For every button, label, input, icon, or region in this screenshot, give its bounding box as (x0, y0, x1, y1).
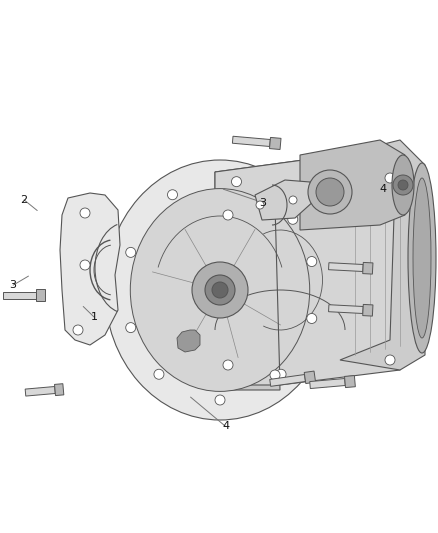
Circle shape (289, 196, 297, 204)
Polygon shape (54, 384, 64, 395)
Circle shape (80, 208, 90, 218)
Polygon shape (340, 140, 425, 370)
Polygon shape (310, 378, 345, 389)
Polygon shape (215, 155, 400, 385)
Circle shape (276, 369, 286, 379)
Polygon shape (345, 376, 355, 387)
Polygon shape (363, 304, 373, 316)
Ellipse shape (413, 178, 431, 338)
Polygon shape (215, 155, 390, 205)
Circle shape (223, 360, 233, 370)
Circle shape (398, 180, 408, 190)
Circle shape (154, 369, 164, 379)
Polygon shape (328, 305, 363, 313)
Polygon shape (328, 263, 363, 271)
Polygon shape (60, 193, 120, 345)
Polygon shape (270, 375, 305, 386)
Circle shape (385, 173, 395, 183)
Circle shape (270, 370, 280, 380)
Text: 4: 4 (222, 422, 229, 431)
Ellipse shape (105, 160, 335, 420)
Circle shape (307, 256, 317, 266)
Circle shape (80, 260, 90, 270)
Circle shape (205, 275, 235, 305)
Text: 1: 1 (91, 312, 98, 322)
Circle shape (288, 214, 298, 224)
Polygon shape (215, 172, 280, 390)
Circle shape (126, 247, 136, 257)
Circle shape (385, 355, 395, 365)
Ellipse shape (408, 163, 436, 353)
Circle shape (223, 210, 233, 220)
Ellipse shape (130, 189, 310, 391)
Text: 2: 2 (21, 195, 28, 205)
Polygon shape (36, 289, 45, 301)
Circle shape (308, 170, 352, 214)
Circle shape (232, 176, 241, 187)
Circle shape (316, 178, 344, 206)
Polygon shape (363, 262, 373, 274)
Circle shape (307, 313, 317, 324)
Circle shape (167, 190, 177, 200)
Polygon shape (300, 140, 405, 230)
Circle shape (212, 282, 228, 298)
Polygon shape (269, 138, 281, 149)
Polygon shape (177, 330, 200, 352)
Ellipse shape (392, 155, 414, 215)
Polygon shape (25, 386, 55, 396)
Circle shape (393, 175, 413, 195)
Circle shape (73, 325, 83, 335)
Circle shape (256, 201, 264, 209)
Text: 3: 3 (10, 280, 17, 290)
Polygon shape (233, 136, 270, 147)
Text: 4: 4 (380, 184, 387, 194)
Text: 3: 3 (259, 198, 266, 207)
Polygon shape (255, 180, 315, 220)
Circle shape (215, 395, 225, 405)
Polygon shape (304, 371, 316, 384)
Polygon shape (3, 292, 36, 298)
Circle shape (192, 262, 248, 318)
Circle shape (126, 322, 136, 333)
